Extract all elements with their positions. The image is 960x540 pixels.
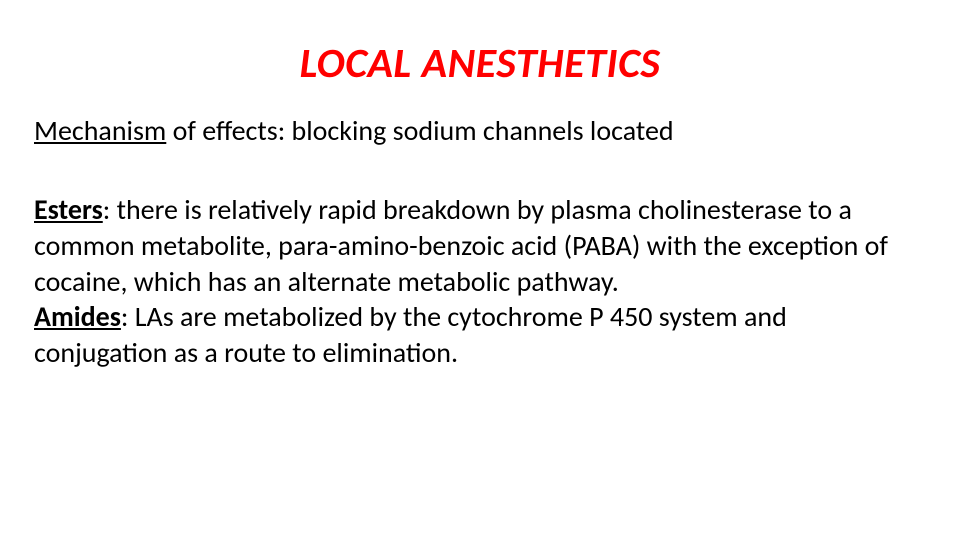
slide: LOCAL ANESTHETICS Mechanism of effects: …	[0, 0, 960, 540]
mechanism-line: Mechanism of effects: blocking sodium ch…	[34, 113, 926, 148]
slide-title: LOCAL ANESTHETICS	[34, 38, 926, 89]
amides-label: Amides	[34, 299, 121, 334]
esters-text: : there is relatively rapid breakdown by…	[34, 192, 888, 299]
esters-label: Esters	[34, 192, 103, 227]
mechanism-label: Mechanism	[34, 113, 166, 148]
body-block: Esters: there is relatively rapid breakd…	[34, 192, 926, 371]
mechanism-rest: of effects: blocking sodium channels loc…	[166, 113, 673, 148]
amides-text: : LAs are metabolized by the cytochrome …	[34, 299, 787, 370]
